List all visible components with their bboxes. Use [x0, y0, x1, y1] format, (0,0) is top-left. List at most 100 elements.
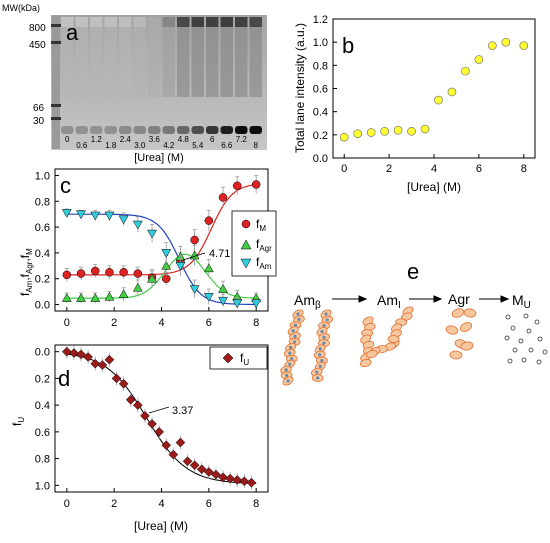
lane-band-monomer — [191, 126, 204, 134]
panel-c-point-fAgr — [161, 260, 172, 270]
panel-b-chart: b 0 2 4 6 80.00.20.40.60.81.01.2 [Urea] (M) … — [293, 14, 536, 194]
panel-d-point — [61, 346, 72, 357]
panel-d-x-tick-label: 8 — [253, 498, 259, 510]
monomer — [504, 335, 510, 341]
mw-mark-66: 66 — [33, 103, 45, 114]
lane-band-monomer — [235, 126, 248, 134]
panel-b-y-tick-label: 0.4 — [313, 107, 328, 119]
panel-d-y-tick-label: 0.4 — [35, 400, 50, 412]
fibril-core-dot — [318, 347, 322, 351]
panel-d-point — [147, 418, 157, 429]
panel-c-point-fAm — [118, 215, 129, 225]
panel-e-schematic: e Amβ AmI Agr MU — [280, 259, 548, 386]
lane-smear — [235, 27, 248, 97]
legend-marker-fAm — [240, 258, 252, 269]
ladder-band — [51, 117, 61, 120]
state-label-agr: Agr — [448, 291, 470, 307]
panel-b-y-tick-label: 1.0 — [313, 37, 328, 49]
fibril-core-dot — [288, 351, 292, 355]
panel-b-x-tick-label: 2 — [386, 163, 392, 175]
fibril-core-dot — [322, 341, 326, 345]
lane-band-high — [235, 17, 248, 27]
lane-band-monomer — [220, 126, 233, 134]
panel-c-point-fM — [62, 270, 72, 280]
monomer — [528, 347, 534, 353]
panel-b-x-tick-label: 6 — [476, 163, 482, 175]
state-label-mu: MU — [512, 292, 531, 311]
panel-c-x-tick-label: 0 — [64, 317, 70, 329]
mature-fibril-2 — [311, 309, 334, 382]
lane-smear — [249, 27, 262, 97]
panel-c-points — [61, 175, 262, 309]
panel-b-point — [407, 127, 416, 136]
panel-d-point — [239, 476, 250, 487]
panel-c-annotation-arrow — [182, 252, 206, 261]
panel-c-x-tick-label: 6 — [206, 317, 212, 329]
legend-label-fAgr: fAgr — [256, 237, 272, 253]
mw-mark-30: 30 — [33, 116, 45, 127]
panel-c-x-tick-label: 2 — [111, 317, 117, 329]
panel-d-x-tick-label: 0 — [64, 498, 70, 510]
monomer — [523, 313, 529, 319]
panel-c-point-fAgr — [218, 284, 228, 293]
panel-c-point-fAm — [161, 249, 172, 258]
lane-band-monomer — [90, 126, 103, 134]
panel-d-annotation-arrow — [148, 406, 170, 414]
intermediate-fibril-3 — [387, 306, 414, 343]
transition-arrows — [332, 295, 510, 303]
panel-c-point-fAgr — [76, 293, 86, 302]
panel-b-point — [474, 55, 484, 64]
panel-d-point — [232, 475, 243, 485]
panel-b-ticks: 0 2 4 6 8 0.0 0.2 0.4 0.6 0.8 1.0 1.2 — [313, 14, 527, 175]
panel-d-point — [154, 427, 164, 437]
lane-band-high — [249, 17, 262, 27]
panel-label-d: d — [58, 366, 70, 391]
panel-c-point-fM — [76, 269, 86, 278]
panel-c-point-fM — [119, 268, 128, 277]
lane-band-monomer — [119, 126, 132, 134]
panel-c-point-fAm — [232, 299, 243, 309]
arrow-1-head — [358, 295, 368, 303]
fibril-core-dot — [318, 353, 322, 357]
panel-d-point — [125, 394, 136, 405]
state-label-amb: Amβ — [294, 292, 321, 311]
arrow-2-head — [433, 295, 443, 303]
panel-b-point — [420, 124, 430, 134]
panel-b-point — [447, 87, 457, 97]
lane-smear — [75, 27, 88, 97]
lane-band-high — [177, 17, 190, 27]
panel-d-point — [225, 473, 235, 484]
lane-band-high — [191, 17, 204, 27]
lane-band-high — [206, 17, 219, 27]
panel-c-point-fM — [190, 235, 199, 245]
lane-smear — [177, 27, 190, 97]
protofibril-unit — [387, 335, 400, 343]
panel-b-x-tick-label: 0 — [341, 163, 347, 175]
aggregate-particle — [445, 325, 459, 335]
panel-c-point-fAm — [76, 210, 86, 220]
fibril-core-dot — [290, 357, 294, 361]
panel-b-x-tick-label: 4 — [431, 163, 437, 175]
fibril-core-dot — [322, 335, 326, 339]
ladder-band — [51, 104, 61, 107]
panel-b-y-tick-label: 0.8 — [313, 60, 328, 72]
panel-d-x-tick-label: 4 — [158, 498, 164, 510]
fibril-core-dot — [320, 329, 324, 334]
panel-c-y-tick-label: 0.4 — [35, 248, 50, 260]
lane-band-monomer — [162, 126, 175, 134]
lane-label: 7.2 — [236, 135, 248, 144]
fibril-core-dot — [291, 329, 295, 333]
panel-d-point — [118, 378, 129, 389]
fibril-core-dot — [324, 312, 328, 316]
panel-label-a: a — [66, 20, 79, 45]
panel-c-point-fM — [232, 181, 242, 191]
panel-c-point-fM — [251, 180, 261, 189]
panel-d-fit-curve — [66, 353, 257, 484]
panel-d-point — [203, 467, 214, 477]
lane-label: 6.6 — [221, 141, 233, 150]
lane-smear — [162, 27, 175, 97]
fibril-core-dot — [316, 376, 320, 380]
state-label-ami: AmI — [377, 292, 401, 311]
panel-b-point — [519, 41, 529, 50]
panel-d-point — [97, 360, 108, 370]
